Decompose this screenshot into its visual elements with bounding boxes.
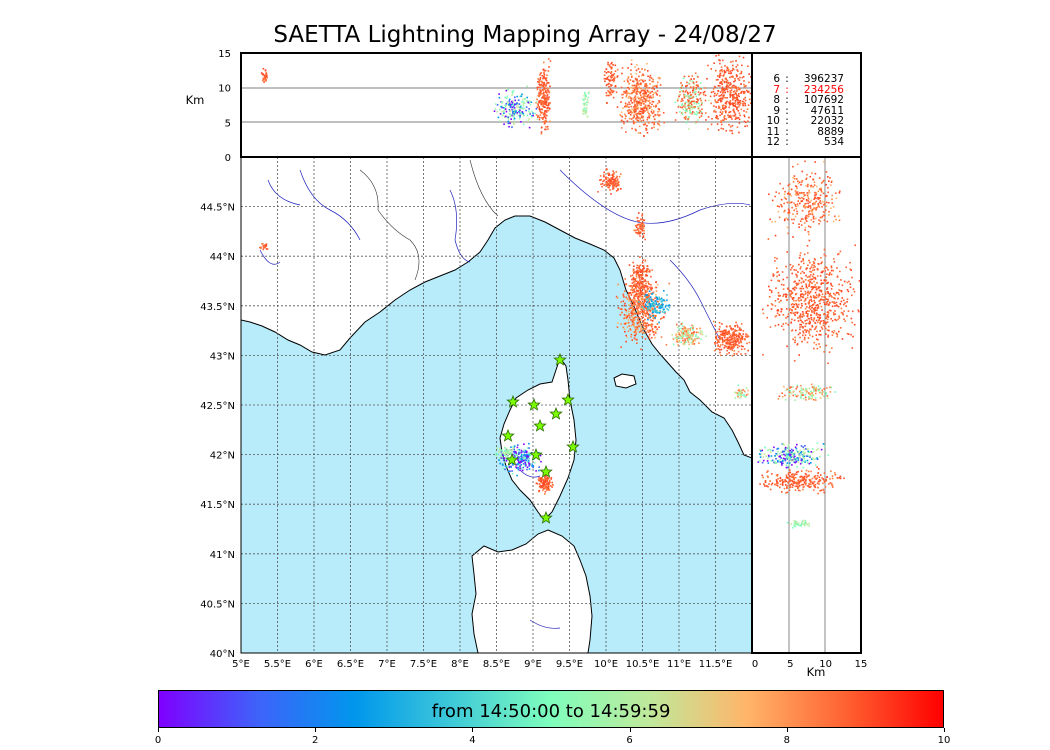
mainland-land [241,157,752,459]
lon-tick-label: 9°E [524,659,542,670]
station-star-icon [549,406,563,420]
alt-tick-label-x: 0 [752,659,758,670]
stat-level: 10 [766,115,780,127]
lat-tick-label: 44°N [210,252,235,263]
stat-level: 7 [773,83,780,96]
stat-count: 107692 [803,94,844,106]
stat-count: 22032 [810,115,844,127]
lma-figure: 5°E 5.5°E 6°E 6.5°E 7°E 7.5°E 8°E 8.5°E 9°E 9.5°E… [186,49,868,679]
lat-tick-label: 44.5°N [200,203,235,214]
colorbar-tick-label: 6 [626,735,633,746]
corsica-land [499,356,577,521]
colorbar-tick-label: 2 [312,735,319,746]
lightning-sources-map [259,168,751,495]
stat-row: 8:107692 [756,95,860,106]
lat-tick-label: 40.5°N [200,599,235,610]
stat-row: 6:396237 [756,74,860,85]
stat-row: 9:47611 [756,104,860,117]
stat-count: 47611 [810,104,844,117]
lon-tick-label: 11°E [667,659,691,670]
colorbar-tick-label: 8 [783,735,790,746]
sardinia-land [471,529,593,653]
lon-tick-label: 6°E [305,659,323,670]
stat-count: 8889 [817,125,844,138]
colorbar-tick-label: 10 [937,735,951,746]
station-star-icon [506,394,520,408]
stat-count: 534 [823,136,844,148]
stat-count: 396237 [803,73,844,85]
borders [359,159,499,281]
lon-tick-label: 8.5°E [483,659,510,670]
lat-tick-label: 42.5°N [200,401,235,412]
lat-tick-label: 43°N [210,351,235,362]
graticule [241,157,752,653]
alt-tick-label: 15 [218,49,231,60]
page-title: SAETTA Lightning Mapping Array - 24/08/2… [273,22,777,48]
elba-island [613,373,637,389]
station-star-icon [561,392,575,406]
lightning-sources-latitude [757,160,861,529]
altitude-longitude-panel[interactable] [240,52,757,158]
station-star-icon [539,510,553,524]
alt-tick-label: 10 [218,84,231,95]
alt-tick-label: 5 [225,118,231,129]
alt-tick-label-x: 15 [855,659,868,670]
station-star-icon [527,397,541,411]
lon-tick-label: 9.5°E [556,659,583,670]
stat-level: 11 [766,125,780,138]
colorbar-tick-label: 0 [154,735,162,746]
colorbar-tick-label: 4 [469,735,476,746]
lat-tick-label: 42°N [210,451,235,462]
stats-box [751,52,862,158]
stat-row: 7:234256 [756,83,860,96]
lon-tick-label: 10°E [594,659,618,670]
top-panel-ylabel: Km [186,93,205,107]
lat-tick-label: 43.5°N [200,302,235,313]
lma-stations [501,352,580,524]
colorbar-label: from 14:50:00 to 14:59:59 [431,701,671,722]
lon-tick-label: 8°E [451,659,469,670]
station-star-icon [566,439,580,453]
station-star-icon [553,352,567,366]
colorbar [158,690,944,728]
alt-tick-label: 0 [225,153,231,164]
station-star-icon [529,447,543,461]
station-star-icon [533,418,547,432]
lon-tick-label: 5.5°E [264,659,291,670]
lon-tick-label: 7°E [378,659,396,670]
alt-tick-label-x: 5 [787,659,793,670]
stat-row: 10:22032 [756,116,860,127]
station-star-icon [505,452,519,466]
map-panel[interactable] [240,156,753,654]
right-panel-xlabel: Km [807,665,826,679]
lightning-sources-altitude [260,54,752,137]
stat-row: 12:534 [756,137,860,148]
stat-level: 9 [773,104,780,117]
lon-tick-label: 11.5°E [699,659,733,670]
stat-level: 12 [766,136,780,148]
lat-tick-label: 41°N [210,550,235,561]
lat-tick-label: 41.5°N [200,500,235,511]
stat-count: 234256 [803,83,844,96]
lon-tick-label: 10.5°E [626,659,660,670]
stat-row: 11:8889 [756,125,860,138]
lon-tick-label: 5°E [232,659,250,670]
lon-tick-label: 7.5°E [410,659,437,670]
lat-tick-label: 40°N [210,649,235,660]
latitude-altitude-panel[interactable] [751,156,863,654]
stat-level: 6 [773,73,780,85]
alt-tick-label-x: 10 [819,659,832,670]
lon-tick-label: 6.5°E [337,659,364,670]
station-star-icon [501,428,515,442]
stat-level: 8 [773,94,780,106]
source-count-table: 6:396237 7:234256 8:107692 9:47611 10:22032 1… [756,74,860,148]
rivers [259,169,751,629]
station-star-icon [539,464,553,478]
